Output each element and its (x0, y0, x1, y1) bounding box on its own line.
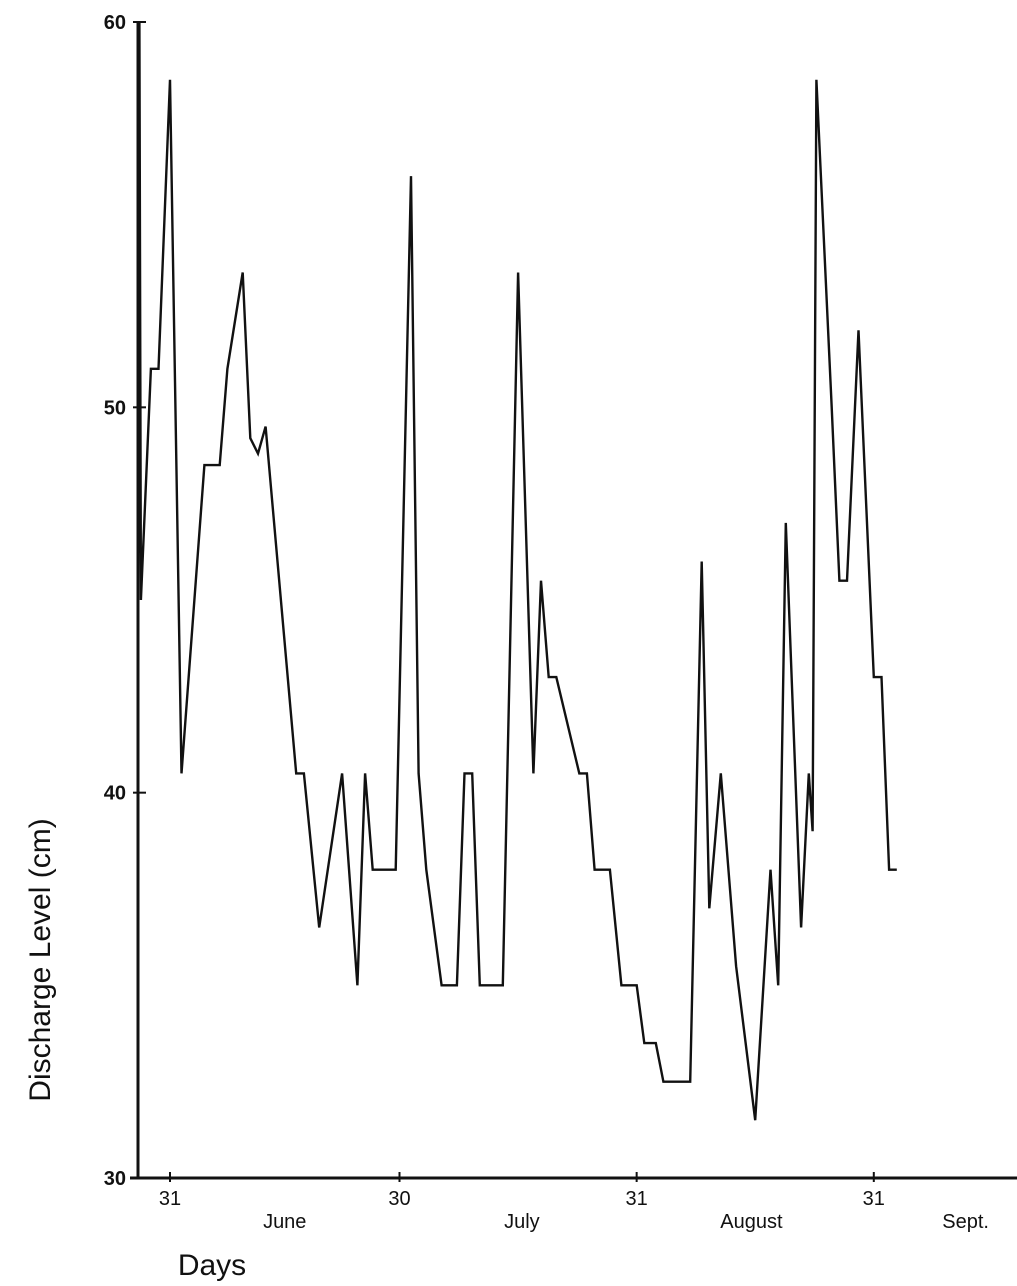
y-tick-label: 40 (104, 783, 126, 805)
y-tick-label: 50 (104, 397, 126, 419)
y-axis-label: Discharge Level (cm) (24, 818, 57, 1101)
x-axis-label: Days (178, 1249, 246, 1282)
x-axis-ticks: 31 30 31 31 (159, 1172, 885, 1210)
month-label: August (720, 1211, 783, 1233)
y-tick-label: 60 (104, 12, 126, 34)
month-label: July (504, 1211, 540, 1233)
month-labels: June July August Sept. (263, 1211, 989, 1233)
x-tick-label: 31 (159, 1188, 181, 1210)
y-axis-ticks: 30 40 50 60 (104, 12, 146, 1190)
series-line (136, 21, 897, 1121)
month-label: June (263, 1211, 306, 1233)
x-tick-label: 31 (863, 1188, 885, 1210)
y-tick-label: 30 (104, 1168, 126, 1190)
series-lines (136, 21, 897, 1121)
month-label: Sept. (942, 1211, 989, 1233)
x-tick-label: 31 (626, 1188, 648, 1210)
x-tick-label: 30 (388, 1188, 410, 1210)
